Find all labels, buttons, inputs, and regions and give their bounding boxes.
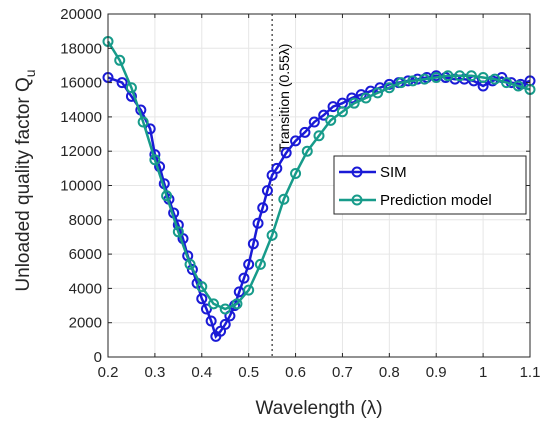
x-tick-label: 0.7 <box>332 364 353 381</box>
series-layer <box>102 35 536 342</box>
data-point <box>278 193 290 205</box>
legend-swatch-marker <box>351 194 363 206</box>
y-axis-title-subscript: u <box>22 69 38 77</box>
data-point <box>299 126 311 138</box>
x-tick-label: 0.5 <box>238 364 259 381</box>
data-point <box>219 318 231 330</box>
legend-label: Prediction model <box>380 192 492 209</box>
data-point <box>290 167 302 179</box>
data-point <box>489 73 501 85</box>
legend: SIM Prediction model <box>333 155 527 215</box>
data-point <box>200 303 212 315</box>
transition-label: Transition (0.55λ) <box>276 44 292 152</box>
data-point <box>149 154 161 166</box>
data-point <box>271 162 283 174</box>
data-point <box>372 87 384 99</box>
data-point <box>257 202 269 214</box>
legend-box <box>333 155 527 215</box>
data-point <box>419 73 430 85</box>
data-point <box>261 185 273 197</box>
data-point <box>477 71 489 83</box>
data-point <box>137 116 149 128</box>
data-point <box>196 281 208 293</box>
x-tick-label: 0.9 <box>426 364 447 381</box>
y-tick-label: 14000 <box>60 109 102 126</box>
y-axis-title: Unloaded quality factor Qu <box>13 69 38 291</box>
data-point <box>501 77 513 89</box>
data-point <box>290 135 302 147</box>
data-point <box>186 264 198 276</box>
data-point <box>252 217 264 229</box>
data-point <box>205 315 217 327</box>
data-point <box>407 75 419 87</box>
x-tick-label: 0.2 <box>98 364 119 381</box>
y-axis-title-main: Unloaded quality factor Q <box>13 77 34 291</box>
y-tick-label: 4000 <box>69 280 102 297</box>
data-point <box>336 106 348 118</box>
data-point <box>325 114 337 126</box>
y-tick-label: 6000 <box>69 246 102 263</box>
data-point <box>454 70 466 82</box>
x-tick-label: 1.1 <box>520 364 541 381</box>
x-axis-title: Wavelength (λ) <box>255 398 382 419</box>
data-point <box>208 298 219 310</box>
legend-label: SIM <box>380 164 407 181</box>
y-tick-label: 2000 <box>69 315 102 332</box>
y-tick-label: 18000 <box>60 40 102 57</box>
y-tick-label: 12000 <box>60 143 102 160</box>
data-point <box>395 77 407 89</box>
data-point <box>280 147 292 159</box>
data-point <box>243 284 255 296</box>
data-point <box>301 145 313 157</box>
data-point <box>346 92 358 104</box>
y-tick-label: 8000 <box>69 212 102 229</box>
y-tick-label: 10000 <box>60 178 102 195</box>
x-tick-label: 0.6 <box>285 364 306 381</box>
data-point <box>327 101 339 113</box>
x-tick-label: 1 <box>479 364 487 381</box>
data-point <box>254 258 266 270</box>
data-point <box>512 80 524 92</box>
series-prediction-model <box>102 35 536 315</box>
data-point <box>266 229 278 241</box>
legend-swatch-marker <box>351 166 363 178</box>
data-point <box>161 190 173 202</box>
data-point <box>360 92 372 104</box>
data-point <box>238 272 250 284</box>
data-point <box>116 77 128 89</box>
data-point <box>114 54 126 66</box>
data-point <box>318 109 330 121</box>
data-point <box>172 226 184 238</box>
series-line <box>106 40 531 311</box>
data-point <box>348 97 360 109</box>
data-point <box>184 258 196 270</box>
data-point <box>430 71 442 83</box>
y-axis-ticks: 0 2000 4000 6000 8000 10000 12000 14000 16000 180… <box>60 6 530 366</box>
data-point <box>465 70 477 82</box>
x-tick-label: 0.4 <box>191 364 212 381</box>
data-point <box>442 70 454 82</box>
x-tick-label: 0.8 <box>379 364 400 381</box>
data-point <box>231 298 243 310</box>
data-point <box>219 303 231 315</box>
data-point <box>196 293 208 305</box>
x-tick-label: 0.3 <box>144 364 165 381</box>
y-tick-label: 20000 <box>60 6 102 23</box>
data-point <box>243 258 255 270</box>
transition-annotation: Transition (0.55λ) <box>271 14 292 357</box>
y-tick-label: 16000 <box>60 75 102 92</box>
data-point <box>383 82 395 94</box>
data-point <box>308 116 320 128</box>
data-point <box>247 238 259 250</box>
data-point <box>313 130 325 142</box>
data-point <box>125 82 137 94</box>
x-axis-ticks: 0.2 0.3 0.4 0.5 0.6 0.7 0.8 0.9 1 1.1 <box>98 14 541 381</box>
y-tick-label: 0 <box>94 349 102 366</box>
